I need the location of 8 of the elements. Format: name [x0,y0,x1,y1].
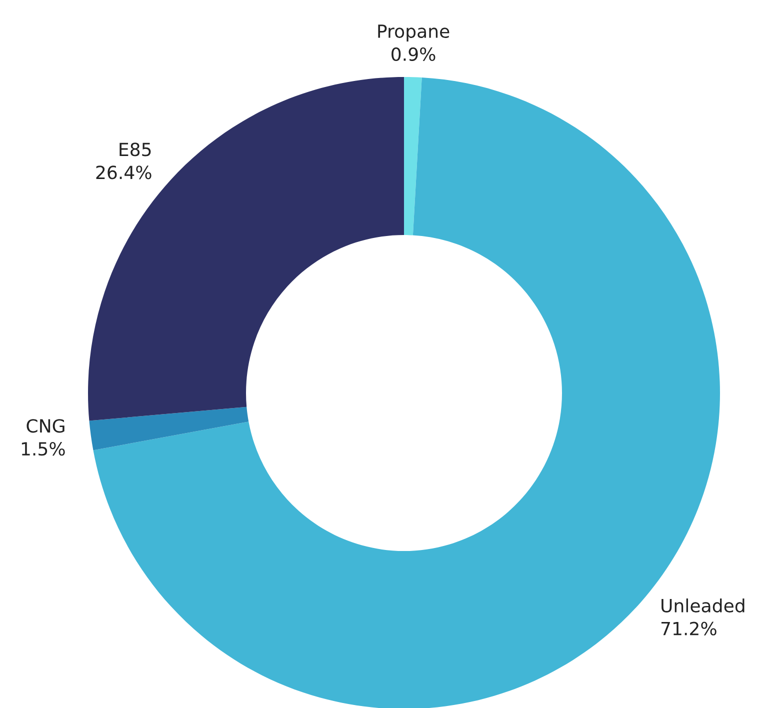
data-label: 0.9% [392,47,436,61]
slice-label: Unleaded [662,598,744,612]
slice-label: Propane [378,24,450,42]
data-label: 1.5% [22,442,65,456]
slice-label: E85 [120,142,151,156]
data-label: 26.4% [96,166,152,180]
data-label: 71.2% [661,622,716,636]
slice-label: CNG [26,419,64,433]
